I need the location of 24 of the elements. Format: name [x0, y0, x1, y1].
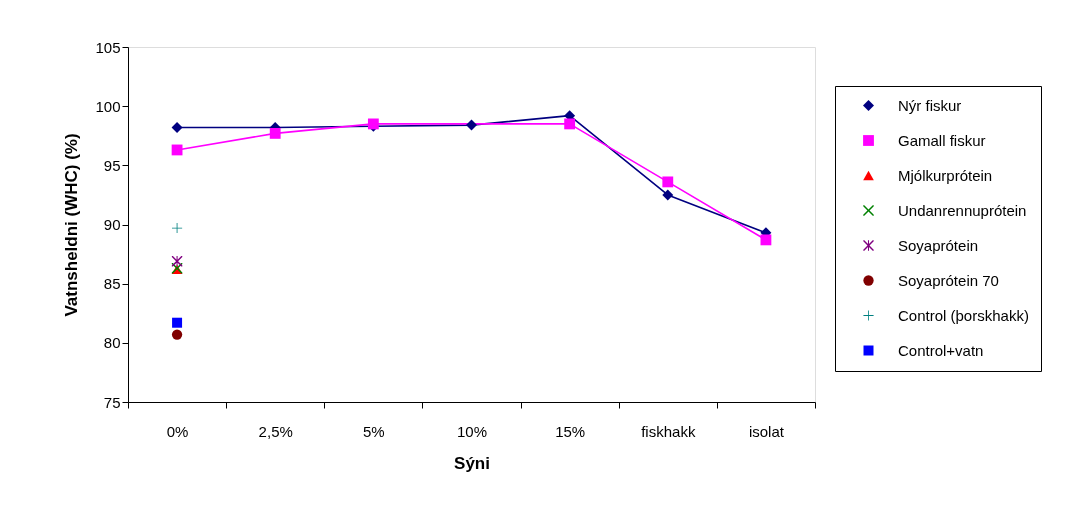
- x-tick-label: 15%: [555, 422, 586, 440]
- y-tick-label: 90: [103, 216, 121, 233]
- legend-label: Undanrennuprótein: [898, 201, 1027, 219]
- x-axis-title: Sýni: [454, 453, 490, 473]
- y-tick-label: 95: [103, 156, 121, 174]
- y-tick-label: 80: [103, 334, 121, 352]
- y-tick-label: 75: [103, 393, 121, 411]
- y-axis-title: Vatnsheldni (WHC) (%): [62, 133, 82, 317]
- legend-label: Nýr fiskur: [898, 96, 962, 114]
- legend-label: Control (þorskhakk): [898, 306, 1029, 324]
- legend-label: Mjólkurprótein: [898, 166, 993, 184]
- legend-label: Gamall fiskur: [898, 131, 986, 149]
- y-tick-label: 100: [95, 97, 121, 115]
- x-tick-label: fiskhakk: [641, 422, 696, 440]
- x-tick-label: isolat: [748, 422, 785, 440]
- x-tick-label: 2,5%: [258, 422, 293, 440]
- x-tick-label: 5%: [363, 422, 385, 440]
- legend-label: Soyaprótein 70: [898, 271, 999, 289]
- x-tick-label: 10%: [456, 422, 488, 440]
- legend-label: Control+vatn: [898, 341, 984, 359]
- y-tick-label: 105: [95, 38, 121, 56]
- legend-label: Soyaprótein: [898, 236, 979, 254]
- x-tick-label: 0%: [166, 422, 189, 440]
- y-tick-label: 85: [103, 275, 121, 293]
